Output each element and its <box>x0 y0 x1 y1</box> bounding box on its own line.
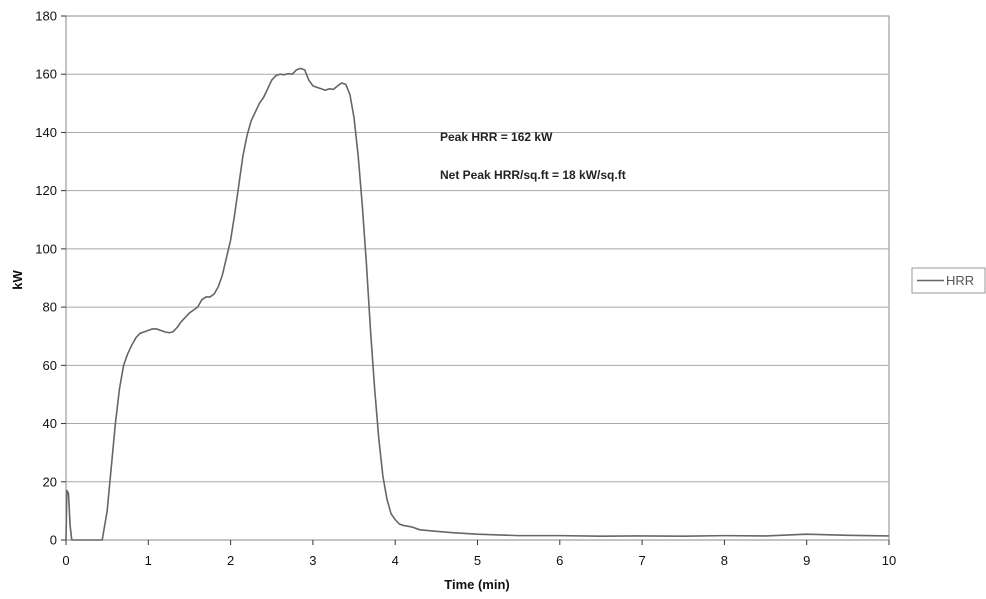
x-tick-label: 6 <box>556 553 563 568</box>
x-tick-label: 3 <box>309 553 316 568</box>
y-tick-label: 100 <box>35 241 57 256</box>
gridlines <box>66 73 889 483</box>
y-tick-label: 180 <box>35 9 57 24</box>
series-layer <box>65 67 890 541</box>
x-tick-label: 9 <box>803 553 810 568</box>
x-tick-label: 7 <box>638 553 645 568</box>
y-axis-title: kW <box>10 270 25 290</box>
y-tick-label: 120 <box>35 183 57 198</box>
x-tick-label: 5 <box>474 553 481 568</box>
y-tick-label: 0 <box>50 533 57 548</box>
y-tick-label: 140 <box>35 125 57 140</box>
x-axis: 0 1 2 3 4 5 6 7 8 9 10 <box>62 540 896 568</box>
x-tick-label: 0 <box>62 553 69 568</box>
y-tick-label: 40 <box>43 416 57 431</box>
legend: HRR <box>911 267 986 294</box>
legend-label-hrr: HRR <box>946 273 974 288</box>
x-tick-label: 10 <box>882 553 896 568</box>
y-axis: 0 20 40 60 80 100 120 140 160 180 <box>35 9 66 548</box>
x-tick-label: 8 <box>721 553 728 568</box>
x-axis-title: Time (min) <box>444 577 510 592</box>
x-tick-label: 2 <box>227 553 234 568</box>
annotation-peak-hrr: Peak HRR = 162 kW <box>440 130 553 144</box>
y-tick-label: 80 <box>43 300 57 315</box>
plot-area <box>65 15 890 541</box>
y-tick-label: 160 <box>35 67 57 82</box>
y-tick-label: 20 <box>43 474 57 489</box>
x-tick-label: 4 <box>392 553 399 568</box>
annotation-net-peak-hrr: Net Peak HRR/sq.ft = 18 kW/sq.ft <box>440 168 626 182</box>
y-tick-label: 60 <box>43 358 57 373</box>
x-tick-label: 1 <box>145 553 152 568</box>
series-line-hrr <box>65 67 890 541</box>
